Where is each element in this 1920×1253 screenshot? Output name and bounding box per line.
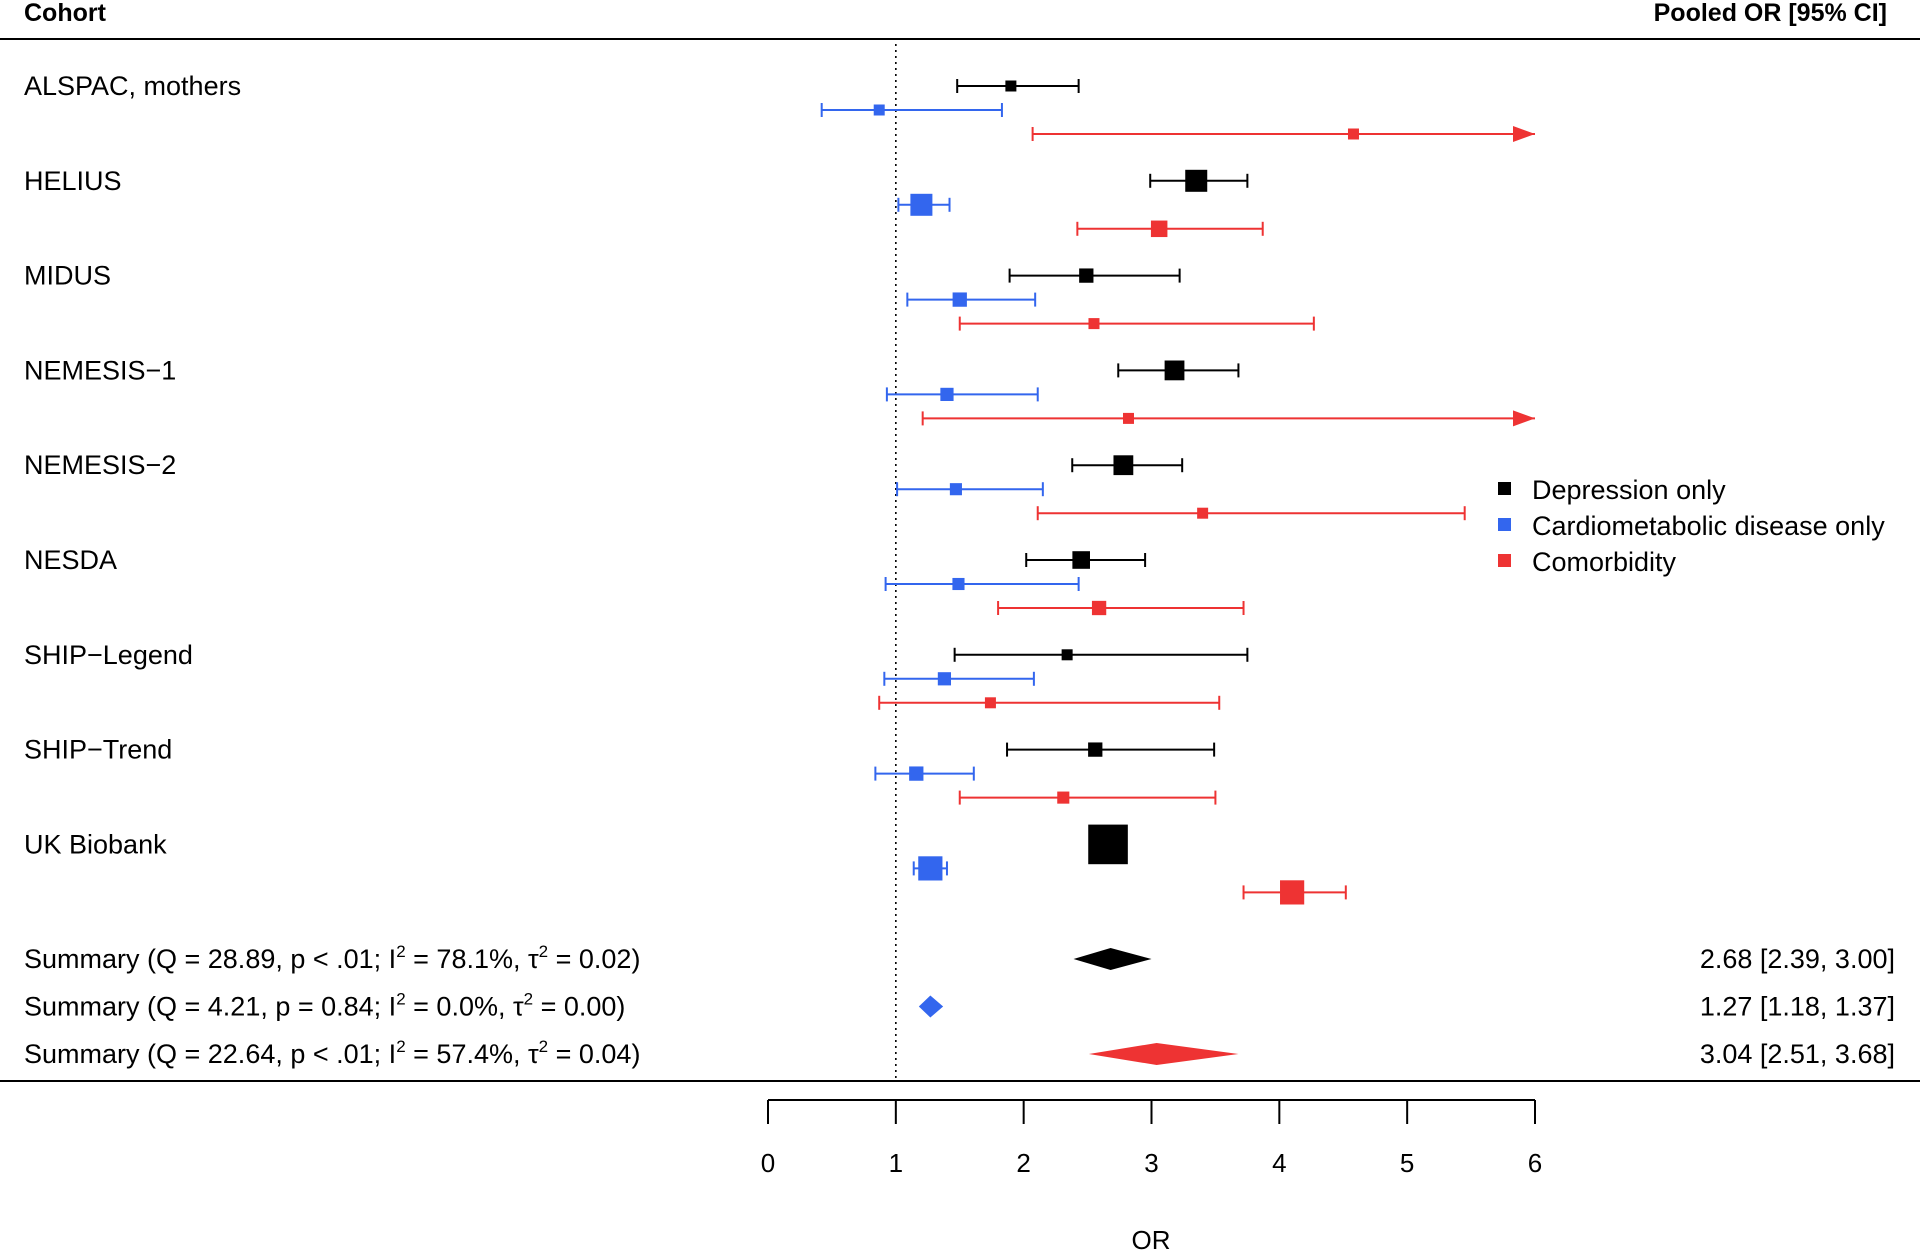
summary-diamond <box>918 995 944 1018</box>
cohort-label: MIDUS <box>24 261 111 291</box>
cohort-label: HELIUS <box>24 166 122 196</box>
point-estimate <box>940 387 954 401</box>
tick-label: 5 <box>1400 1148 1414 1178</box>
cohort-label: NEMESIS−2 <box>24 450 176 480</box>
point-estimate <box>984 697 996 709</box>
point-estimate <box>1280 880 1305 905</box>
point-estimate <box>1061 649 1073 661</box>
point-estimate <box>1079 268 1094 283</box>
point-estimate <box>1072 551 1090 569</box>
x-axis-label: OR <box>1132 1225 1171 1253</box>
point-estimate <box>910 193 933 216</box>
estimate-depression-only <box>1006 742 1216 757</box>
point-estimate <box>1091 600 1107 616</box>
point-estimate <box>937 672 952 686</box>
header-pooled-or: Pooled OR [95% CI] <box>1654 0 1887 27</box>
cohort-label: SHIP−Trend <box>24 735 172 765</box>
tick-label: 1 <box>889 1148 903 1178</box>
tick-label: 0 <box>761 1148 775 1178</box>
summary-stats: Summary (Q = 28.89, p < .01; I2 = 78.1%,… <box>24 942 640 974</box>
estimate-depression-only <box>1025 551 1147 569</box>
point-estimate <box>952 577 965 591</box>
estimate-depression-only <box>1008 268 1181 283</box>
legend-swatch <box>1498 518 1511 531</box>
estimate-cardiometabolic-disease-only <box>883 671 1035 686</box>
estimate-cardiometabolic-disease-only <box>885 387 1039 402</box>
estimate-comorbidity <box>958 316 1315 331</box>
tick-label: 3 <box>1144 1148 1158 1178</box>
estimate-cardiometabolic-disease-only <box>820 103 1003 117</box>
estimate-comorbidity <box>878 695 1221 710</box>
cohort-label: NEMESIS−1 <box>24 355 176 385</box>
point-estimate <box>1122 412 1134 424</box>
estimate-cardiometabolic-disease-only <box>896 482 1044 497</box>
estimate-comorbidity <box>1242 880 1347 905</box>
cohort-label: ALSPAC, mothers <box>24 71 241 101</box>
tick-label: 2 <box>1016 1148 1030 1178</box>
estimate-comorbidity <box>997 600 1245 616</box>
estimate-cardiometabolic-disease-only <box>897 193 951 216</box>
estimate-cardiometabolic-disease-only <box>874 766 975 781</box>
estimate-comorbidity <box>1076 220 1264 238</box>
point-estimate <box>1197 507 1209 519</box>
point-estimate <box>1150 220 1168 238</box>
legend-swatch <box>1498 482 1511 495</box>
point-estimate <box>918 856 943 881</box>
estimate-comorbidity <box>1036 506 1466 521</box>
summary-rows: Summary (Q = 28.89, p < .01; I2 = 78.1%,… <box>24 942 1895 1069</box>
summary-result: 3.04 [2.51, 3.68] <box>1700 1039 1895 1069</box>
point-estimate <box>1057 791 1070 804</box>
tick-label: 6 <box>1528 1148 1542 1178</box>
cohort-label: NESDA <box>24 545 117 575</box>
tick-label: 4 <box>1272 1148 1286 1178</box>
ci-arrow <box>1513 410 1535 427</box>
estimate-depression-only <box>956 79 1080 93</box>
point-estimate <box>1164 360 1185 381</box>
estimate-cardiometabolic-disease-only <box>884 577 1080 591</box>
estimate-depression-only <box>1149 169 1249 192</box>
summary-stats: Summary (Q = 22.64, p < .01; I2 = 57.4%,… <box>24 1037 640 1069</box>
estimate-cardiometabolic-disease-only <box>912 856 948 881</box>
legend-label: Comorbidity <box>1532 547 1677 577</box>
point-estimate <box>1113 455 1134 476</box>
estimate-depression-only <box>953 647 1249 662</box>
point-estimate <box>909 766 924 781</box>
estimate-comorbidity <box>958 790 1217 805</box>
point-estimate <box>873 104 885 116</box>
estimate-comorbidity <box>921 410 1535 427</box>
point-estimate <box>949 483 962 496</box>
cohort-label: UK Biobank <box>24 829 167 859</box>
summary-result: 1.27 [1.18, 1.37] <box>1700 992 1895 1022</box>
header-cohort: Cohort <box>24 0 107 27</box>
point-estimate <box>1088 742 1103 757</box>
summary-result: 2.68 [2.39, 3.00] <box>1700 944 1895 974</box>
legend: Depression only Cardiometabolic disease o… <box>1498 475 1885 577</box>
cohort-label: SHIP−Legend <box>24 640 193 670</box>
plot-area: ALSPAC, mothers HELIUS MIDUS NEMESIS−1 NEMES… <box>24 44 1535 1081</box>
summary-diamond <box>1073 948 1152 970</box>
summary-stats: Summary (Q = 4.21, p = 0.84; I2 = 0.0%, … <box>24 990 625 1022</box>
estimate-depression-only <box>1117 360 1240 381</box>
point-estimate <box>1088 318 1100 330</box>
legend-swatch <box>1498 554 1511 567</box>
point-estimate <box>952 292 967 307</box>
legend-label: Cardiometabolic disease only <box>1532 511 1885 541</box>
legend-label: Depression only <box>1532 475 1726 505</box>
estimate-depression-only <box>1088 824 1128 865</box>
summary-diamond <box>1088 1043 1239 1065</box>
point-estimate <box>1005 80 1017 92</box>
point-estimate <box>1088 824 1128 865</box>
estimate-comorbidity <box>1031 126 1535 142</box>
estimate-cardiometabolic-disease-only <box>906 292 1037 307</box>
estimate-depression-only <box>1071 455 1184 476</box>
point-estimate <box>1185 169 1208 192</box>
x-axis: 0 1 2 3 4 5 6 <box>761 1099 1542 1178</box>
ci-arrow <box>1513 126 1535 142</box>
point-estimate <box>1347 128 1359 140</box>
